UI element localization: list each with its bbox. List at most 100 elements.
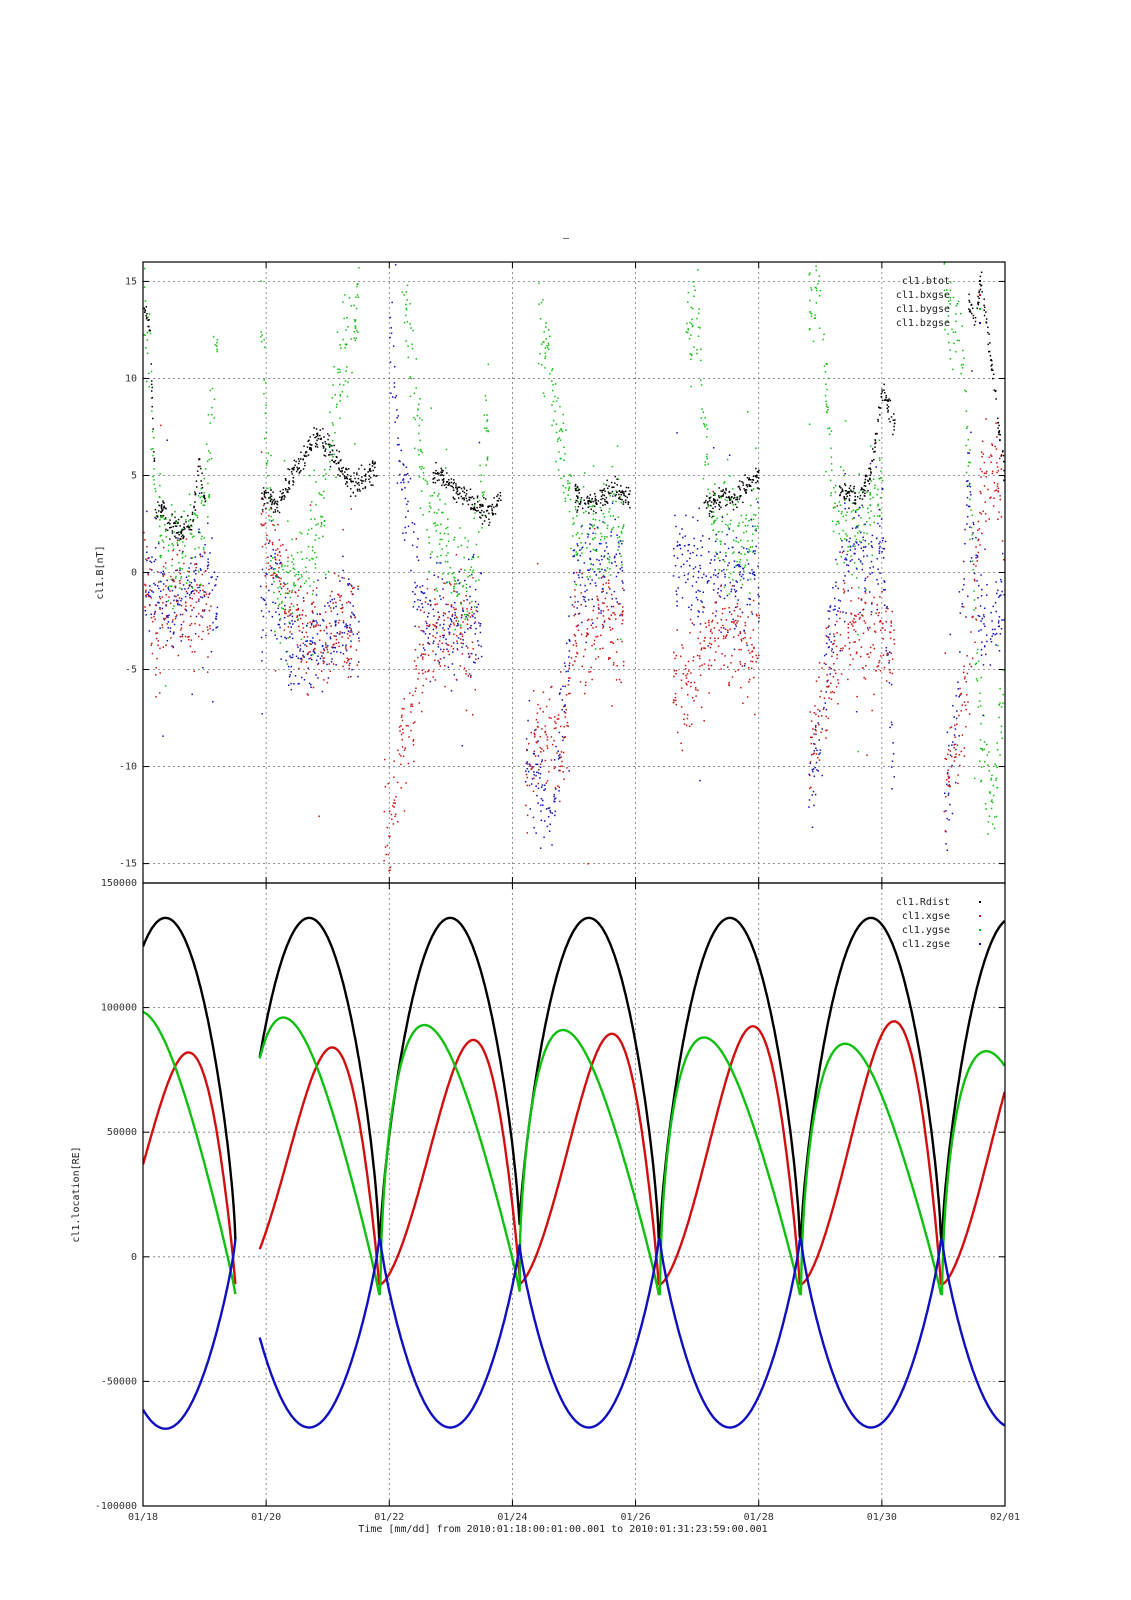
data-point — [809, 310, 812, 313]
data-point — [848, 647, 851, 650]
data-point — [686, 684, 688, 686]
data-point — [963, 701, 966, 703]
data-point — [537, 740, 539, 742]
data-point — [673, 651, 675, 654]
data-point — [312, 601, 315, 603]
data-point — [599, 489, 601, 492]
data-point — [394, 421, 397, 423]
data-point — [433, 659, 436, 662]
data-point — [839, 551, 841, 553]
data-point — [708, 624, 710, 627]
data-point — [433, 615, 435, 617]
data-point — [718, 629, 720, 632]
data-point — [361, 480, 363, 482]
data-point — [561, 709, 563, 711]
data-point — [872, 496, 874, 499]
data-point — [878, 457, 881, 459]
data-point — [207, 482, 209, 485]
data-point — [320, 515, 322, 518]
data-point — [996, 766, 998, 769]
data-point — [827, 636, 830, 639]
data-point — [621, 569, 624, 572]
data-point — [269, 499, 272, 502]
data-point — [532, 790, 535, 793]
data-point — [815, 733, 817, 736]
data-point — [463, 488, 466, 490]
data-point — [437, 495, 439, 497]
data-point — [725, 555, 727, 557]
data-point — [982, 453, 984, 455]
data-point — [163, 502, 165, 504]
data-point — [568, 770, 570, 772]
data-point — [195, 573, 197, 575]
data-point — [965, 410, 968, 412]
data-point — [960, 750, 962, 753]
data-point — [540, 804, 542, 807]
data-point — [395, 395, 398, 397]
data-point — [180, 532, 182, 535]
data-point — [428, 542, 430, 544]
data-point — [161, 607, 164, 610]
data-point — [179, 569, 181, 572]
data-point — [186, 526, 188, 528]
data-point — [185, 582, 188, 584]
data-point — [858, 540, 861, 543]
data-point — [197, 612, 200, 615]
data-point — [749, 652, 751, 654]
data-point — [612, 495, 614, 497]
data-point — [589, 501, 592, 503]
data-point — [723, 597, 726, 600]
data-point — [333, 598, 336, 600]
data-point — [734, 591, 737, 593]
data-point — [744, 637, 746, 639]
data-point — [280, 497, 283, 500]
data-point — [860, 541, 862, 544]
data-point — [593, 570, 596, 573]
data-point — [325, 443, 327, 445]
data-point — [969, 538, 971, 541]
data-point — [341, 604, 344, 606]
data-point — [354, 495, 357, 497]
data-point — [828, 685, 830, 687]
data-point — [462, 490, 464, 493]
data-point — [606, 502, 609, 504]
data-point — [206, 565, 209, 567]
data-point — [149, 329, 151, 332]
data-point — [884, 629, 886, 631]
data-point — [450, 605, 453, 608]
data-point — [437, 659, 439, 662]
data-point — [685, 724, 688, 727]
data-point — [453, 536, 456, 539]
data-point — [193, 506, 195, 509]
data-point — [473, 612, 475, 615]
data-point — [576, 554, 578, 556]
data-point — [214, 344, 217, 346]
data-point — [534, 755, 537, 757]
data-point — [429, 505, 431, 507]
data-point — [391, 805, 394, 807]
data-point — [299, 658, 302, 660]
data-point — [677, 544, 679, 547]
data-point — [348, 578, 350, 580]
data-point — [159, 597, 162, 600]
data-point — [415, 665, 418, 667]
data-point — [607, 609, 610, 611]
data-point — [690, 306, 692, 309]
data-point — [154, 610, 156, 613]
data-point — [265, 491, 268, 494]
data-point — [414, 721, 416, 723]
data-point — [690, 723, 693, 726]
data-point — [335, 605, 337, 608]
data-point — [556, 718, 559, 720]
data-point — [720, 618, 723, 621]
data-point — [189, 528, 191, 531]
data-point — [316, 433, 319, 436]
data-point — [755, 613, 758, 616]
data-point — [284, 611, 286, 613]
data-point — [955, 351, 957, 353]
data-point — [830, 682, 832, 684]
data-point — [345, 477, 347, 479]
data-point — [1000, 453, 1003, 456]
data-point — [614, 613, 616, 616]
data-point — [419, 397, 421, 400]
